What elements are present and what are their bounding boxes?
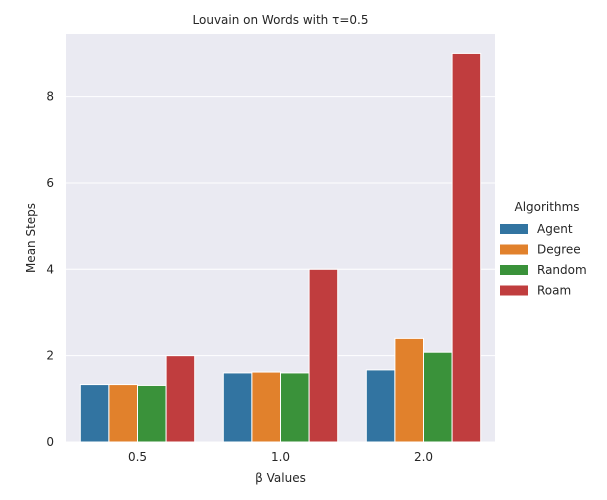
legend-swatch-random (500, 265, 528, 275)
bar-random-1.0 (280, 372, 310, 443)
y-tick-label: 8 (46, 90, 54, 104)
y-tick-label: 0 (46, 435, 54, 449)
x-axis-ticks: 0.5 1.0 2.0 (128, 450, 433, 464)
y-axis-ticks: 0 2 4 6 8 (46, 90, 54, 449)
x-tick-label: 0.5 (128, 450, 147, 464)
bar-random-0.5 (137, 384, 167, 443)
x-axis-label: β Values (255, 471, 306, 485)
bars (79, 52, 482, 443)
bar-roam-1.0 (308, 268, 339, 443)
legend-title: Algorithms (514, 200, 579, 214)
x-tick-label: 1.0 (271, 450, 290, 464)
y-tick-label: 4 (46, 262, 54, 276)
y-tick-label: 2 (46, 349, 54, 363)
legend-swatch-degree (500, 244, 528, 255)
legend-label-agent: Agent (537, 222, 573, 236)
x-tick-label: 2.0 (414, 450, 433, 464)
bar-degree-1.0 (251, 371, 281, 443)
bar-degree-0.5 (108, 384, 139, 443)
y-tick-label: 6 (46, 176, 54, 190)
chart-title: Louvain on Words with τ=0.5 (193, 13, 369, 27)
bar-agent-2.0 (365, 369, 396, 443)
bar-roam-2.0 (451, 52, 482, 443)
legend-label-degree: Degree (537, 243, 581, 257)
bar-agent-0.5 (79, 384, 110, 443)
y-axis-label: Mean Steps (24, 203, 38, 273)
bar-random-2.0 (423, 351, 453, 443)
legend-label-random: Random (537, 263, 587, 277)
bar-degree-2.0 (394, 337, 424, 443)
legend: Algorithms Agent Degree Random Roam (500, 200, 587, 298)
legend-label-roam: Roam (537, 284, 571, 298)
legend-swatch-agent (500, 224, 528, 234)
bar-agent-1.0 (222, 372, 253, 443)
legend-swatch-roam (500, 285, 528, 296)
bar-roam-0.5 (165, 355, 196, 443)
